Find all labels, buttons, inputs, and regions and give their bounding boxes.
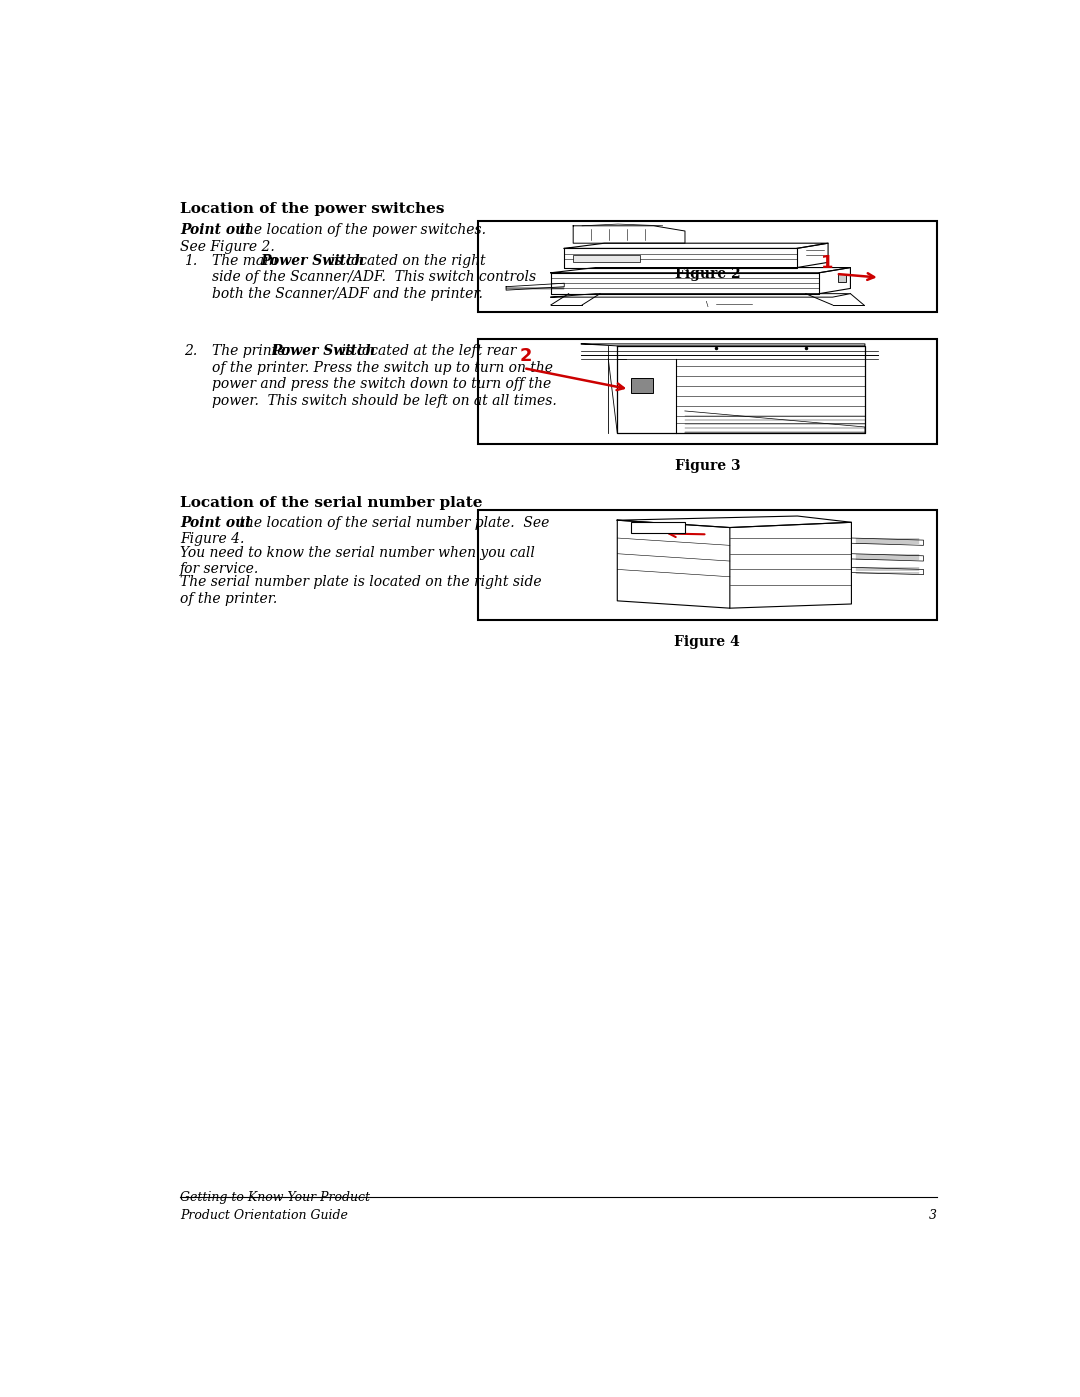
Text: Getting to Know Your Product: Getting to Know Your Product <box>180 1192 370 1204</box>
Text: You need to know the serial number when you call: You need to know the serial number when … <box>180 546 535 560</box>
Text: 010 111 000 0: 010 111 000 0 <box>644 528 672 532</box>
Text: of the printer. Press the switch up to turn on the: of the printer. Press the switch up to t… <box>213 360 554 374</box>
Bar <box>573 254 640 263</box>
Text: 3: 3 <box>929 1210 937 1222</box>
Text: power.  This switch should be left on at all times.: power. This switch should be left on at … <box>213 394 557 408</box>
Bar <box>815 377 834 383</box>
Bar <box>477 510 937 620</box>
Text: The serial number plate is located on the right side: The serial number plate is located on th… <box>180 576 541 590</box>
Bar <box>477 221 937 313</box>
Text: 10 1111010: 10 1111010 <box>646 524 670 528</box>
Text: The printer: The printer <box>213 344 297 358</box>
Bar <box>631 379 653 394</box>
Text: XXX 101010 0: XXX 101010 0 <box>645 527 671 531</box>
Text: power and press the switch down to turn off the: power and press the switch down to turn … <box>213 377 552 391</box>
Text: Product Orientation Guide: Product Orientation Guide <box>180 1210 348 1222</box>
Text: Figure 3: Figure 3 <box>675 460 740 474</box>
Text: both the Scanner/ADF and the printer.: both the Scanner/ADF and the printer. <box>213 286 484 300</box>
Text: the location of the power switches.: the location of the power switches. <box>235 224 486 237</box>
Bar <box>761 377 780 383</box>
Text: Figure 4.: Figure 4. <box>180 532 244 546</box>
Bar <box>838 274 846 282</box>
Bar <box>631 522 685 532</box>
Text: Power Switch: Power Switch <box>271 344 376 358</box>
Circle shape <box>645 401 648 405</box>
Text: Figure 2: Figure 2 <box>675 267 740 281</box>
Text: is located at the left rear: is located at the left rear <box>337 344 516 358</box>
Text: Point out: Point out <box>180 224 252 237</box>
Text: Point out: Point out <box>180 515 252 529</box>
Text: Location of the power switches: Location of the power switches <box>180 203 445 217</box>
Bar <box>477 338 937 444</box>
Text: for service.: for service. <box>180 562 259 577</box>
Text: XXX 101010: XXX 101010 <box>646 522 670 527</box>
Text: Power Switch: Power Switch <box>260 254 365 268</box>
Text: is located on the right: is located on the right <box>326 254 486 268</box>
Text: the location of the serial number plate.  See: the location of the serial number plate.… <box>235 515 550 529</box>
Bar <box>699 349 788 353</box>
Text: Location of the serial number plate: Location of the serial number plate <box>180 496 483 510</box>
Text: side of the Scanner/ADF.  This switch controls: side of the Scanner/ADF. This switch con… <box>213 271 537 285</box>
Text: 1: 1 <box>821 254 834 272</box>
Text: See Figure 2.: See Figure 2. <box>180 240 274 254</box>
Text: 2.: 2. <box>184 344 197 358</box>
Text: \: \ <box>706 300 708 307</box>
Text: The main: The main <box>213 254 282 268</box>
Text: 2: 2 <box>519 346 532 365</box>
Text: Figure 4: Figure 4 <box>675 636 740 650</box>
Bar <box>788 377 807 383</box>
Text: of the printer.: of the printer. <box>180 591 278 605</box>
Text: 1.: 1. <box>184 254 197 268</box>
